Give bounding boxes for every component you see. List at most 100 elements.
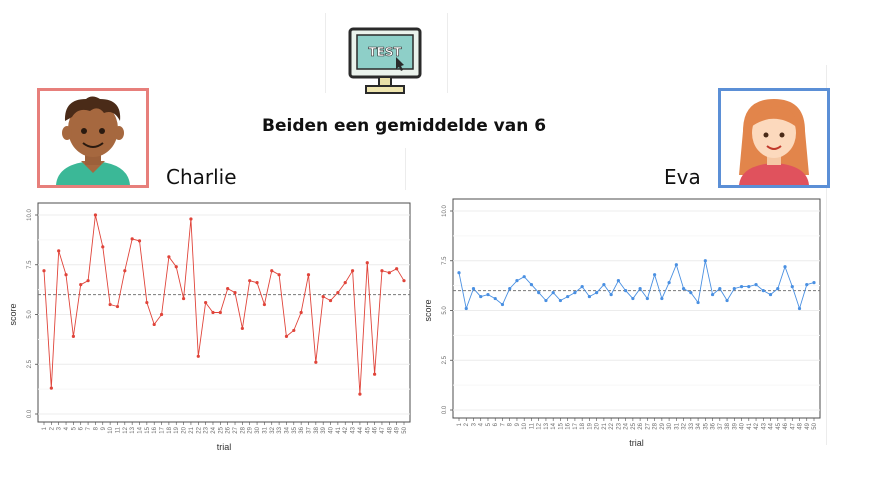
x-tick-label: 25 [631,422,637,429]
person-name-eva: Eva [664,165,701,189]
data-point [739,285,744,289]
data-point [373,372,377,376]
x-tick-label: 38 [725,422,731,429]
data-point [159,312,164,317]
data-point [696,300,700,305]
x-tick-label: 49 [395,426,401,433]
data-point [130,237,134,241]
x-tick-label: 10 [108,426,114,433]
data-point [747,285,751,289]
data-point [710,292,715,297]
y-tick-label: 5.0 [442,306,448,315]
x-tick-label: 29 [660,422,666,429]
x-tick-label: 44 [769,422,775,429]
data-point [181,296,186,301]
avatar-charlie [37,88,149,188]
data-point [805,283,809,287]
data-point [115,304,120,309]
data-point [500,302,505,307]
x-tick-label: 41 [336,426,342,433]
x-tick-label: 17 [160,426,166,433]
score-chart-charlie: 0.02.55.07.510.01 2 3 4 5 6 7 8 9 10 11 12 13 14 15 16 1… [8,202,411,452]
computer-monitor-test-icon: TEST [348,27,422,95]
data-point [299,310,303,315]
data-point [189,217,193,221]
data-point [776,287,780,291]
data-point [321,294,325,299]
data-point [248,279,252,283]
x-tick-label: 3 [471,422,477,426]
x-tick-label: 45 [365,426,371,433]
x-tick-label: 48 [798,422,804,429]
x-tick-label: 28 [653,422,659,429]
x-tick-label: 1 [457,422,463,426]
data-point [196,354,200,358]
data-point [732,287,736,291]
x-tick-label: 44 [358,426,364,433]
data-point [797,306,802,311]
data-point [631,296,635,301]
y-tick-label: 10.0 [27,209,33,221]
x-tick-label: 34 [284,426,290,433]
data-point [365,261,369,265]
x-tick-label: 37 [306,426,312,433]
x-tick-label: 1 [42,426,48,430]
x-tick-label: 4 [479,422,485,426]
score-chart-eva: 0.02.55.07.510.01 2 3 4 5 6 7 8 9 10 11 12 13 14 15 16 1… [423,198,821,448]
avatar-eva [718,88,830,188]
data-point [145,300,149,305]
x-tick-label: 6 [493,422,499,426]
frame-line [447,13,448,93]
y-axis-title: score [423,299,433,321]
data-point [343,281,347,285]
data-point [314,360,318,364]
x-tick-label: 32 [682,422,688,429]
data-point [277,273,281,277]
y-tick-label: 2.5 [27,359,33,368]
x-tick-label: 30 [255,426,261,433]
data-point [350,269,355,273]
data-point [595,290,599,295]
y-tick-label: 10.0 [442,205,448,217]
x-tick-label: 14 [138,426,144,433]
data-point [64,273,68,277]
x-tick-label: 47 [380,426,386,433]
data-point [624,289,628,293]
data-point [529,283,534,287]
x-tick-label: 36 [299,426,305,433]
x-tick-label: 19 [174,426,180,433]
x-tick-label: 33 [689,422,695,429]
data-point [123,269,127,273]
data-point [508,287,512,291]
frame-line [405,148,406,190]
data-point [218,310,222,315]
x-tick-label: 49 [805,422,811,429]
x-tick-label: 30 [667,422,673,429]
y-tick-label: 7.5 [27,260,33,269]
x-tick-label: 23 [616,422,622,429]
x-tick-label: 20 [595,422,601,429]
x-tick-label: 2 [464,422,470,426]
y-tick-label: 2.5 [442,355,448,364]
data-point [486,292,490,297]
data-point [812,281,816,285]
x-tick-label: 36 [711,422,717,429]
data-point [284,334,289,338]
x-tick-label: 24 [211,426,217,433]
x-tick-label: 9 [515,422,521,426]
x-tick-label: 16 [566,422,572,429]
data-point [479,294,483,299]
data-point [703,259,707,263]
x-tick-label: 33 [277,426,283,433]
x-tick-label: 18 [167,426,173,433]
girl-avatar-icon [739,99,809,185]
data-point [558,298,563,303]
data-point [464,306,468,311]
data-point [544,298,548,303]
x-tick-label: 47 [790,422,796,429]
x-tick-label: 22 [196,426,202,433]
x-tick-label: 41 [747,422,753,429]
x-tick-label: 50 [402,426,408,433]
data-point [167,255,171,259]
x-tick-label: 5 [486,422,492,426]
